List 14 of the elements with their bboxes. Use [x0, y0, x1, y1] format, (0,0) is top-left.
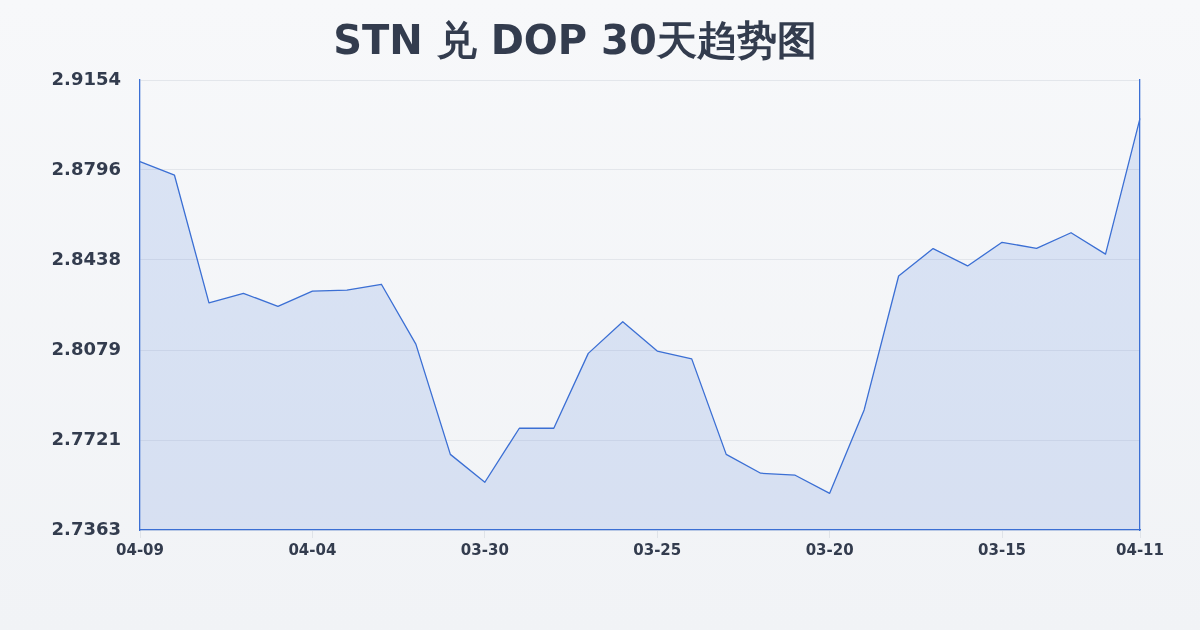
y-tick-label: 2.9154	[51, 67, 121, 89]
y-tick-label: 2.7363	[51, 517, 121, 539]
y-tick-label: 2.8079	[51, 337, 121, 359]
x-tick-label: 04-11	[1116, 540, 1164, 559]
y-tick-label: 2.7721	[51, 427, 121, 449]
x-tick-label: 04-04	[288, 540, 337, 559]
x-tick-label: 03-30	[460, 540, 509, 559]
x-tick-label: 03-15	[978, 540, 1027, 559]
x-tick-label: 03-20	[805, 540, 854, 559]
x-tick-label: 04-09	[116, 540, 164, 559]
chart-title: STN 兑 DOP 30天趋势图	[333, 17, 817, 64]
y-tick-label: 2.8438	[51, 247, 121, 269]
x-tick-label: 03-25	[633, 540, 682, 559]
y-tick-label: 2.8796	[51, 157, 121, 179]
